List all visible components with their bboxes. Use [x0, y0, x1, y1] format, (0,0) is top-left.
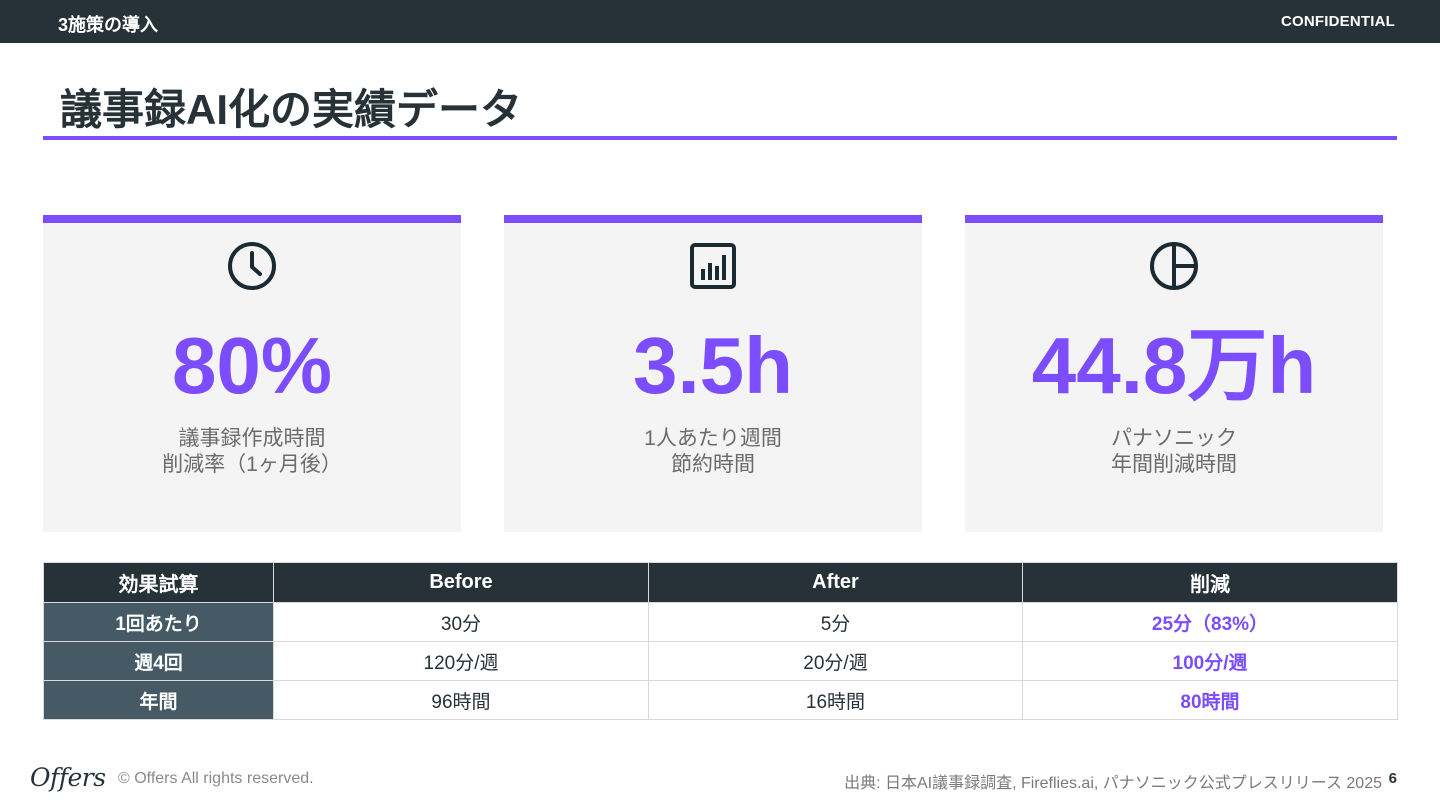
table-header-row: 効果試算 Before After 削減 [43, 562, 1398, 603]
stat-label-line: 1人あたり週間 [644, 427, 782, 450]
source-citation: 出典: 日本AI議事録調査, Fireflies.ai, パナソニック公式プレス… [844, 775, 1382, 792]
row-header: 年間 [43, 680, 274, 720]
stat-label-line: 節約時間 [671, 453, 755, 476]
table-row: 週4回 120分/週 20分/週 100分/週 [43, 641, 1398, 681]
top-bar: 3施策の導入 CONFIDENTIAL [0, 0, 1440, 43]
stat-label: 1人あたり週間 節約時間 [504, 426, 922, 478]
column-header: 効果試算 [43, 562, 274, 603]
stat-value: 3.5h [632, 321, 794, 410]
column-header: Before [273, 562, 649, 603]
table-row: 年間 96時間 16時間 80時間 [43, 680, 1398, 720]
table-row: 1回あたり 30分 5分 25分（83%） [43, 602, 1398, 642]
page-title: 議事録AI化の実績データ [60, 86, 523, 133]
table-cell-after: 20分/週 [648, 641, 1023, 681]
effect-estimate-table: 効果試算 Before After 削減 1回あたり 30分 5分 25分（83… [43, 562, 1398, 720]
pie-chart-icon [1150, 242, 1198, 290]
clock-icon [228, 242, 276, 290]
stat-label: 議事録作成時間 削減率（1ヶ月後） [43, 426, 461, 478]
section-label: 3施策の導入 [58, 15, 159, 35]
table-cell-reduction: 25分（83%） [1022, 602, 1398, 642]
stat-card-panasonic: 44.8万h パナソニック 年間削減時間 [965, 215, 1383, 532]
stat-value: 80% [171, 321, 333, 410]
stat-label-line: 年間削減時間 [1111, 453, 1237, 476]
stat-card-weekly-saving: 3.5h 1人あたり週間 節約時間 [504, 215, 922, 532]
column-header: 削減 [1022, 562, 1398, 603]
confidential-label: CONFIDENTIAL [1280, 13, 1395, 30]
table-cell-before: 120分/週 [273, 641, 649, 681]
table-cell-before: 96時間 [273, 680, 649, 720]
stat-label-line: 議事録作成時間 [178, 427, 326, 450]
bar-chart-icon [690, 243, 736, 289]
title-underline [43, 136, 1397, 140]
offers-logo: Offers [30, 763, 106, 792]
row-header: 週4回 [43, 641, 274, 681]
copyright-text: © Offers All rights reserved. [118, 770, 314, 787]
stat-value: 44.8万h [1031, 321, 1317, 410]
table-cell-reduction: 80時間 [1022, 680, 1398, 720]
table-cell-after: 16時間 [648, 680, 1023, 720]
table-cell-reduction: 100分/週 [1022, 641, 1398, 681]
stat-card-reduction-rate: 80% 議事録作成時間 削減率（1ヶ月後） [43, 215, 461, 532]
stat-label: パナソニック 年間削減時間 [965, 426, 1383, 478]
row-header: 1回あたり [43, 602, 274, 642]
stat-label-line: 削減率（1ヶ月後） [162, 453, 342, 476]
table-cell-before: 30分 [273, 602, 649, 642]
table-cell-after: 5分 [648, 602, 1023, 642]
column-header: After [648, 562, 1023, 603]
stat-label-line: パナソニック [1111, 427, 1237, 450]
page-number: 6 [1388, 770, 1397, 787]
